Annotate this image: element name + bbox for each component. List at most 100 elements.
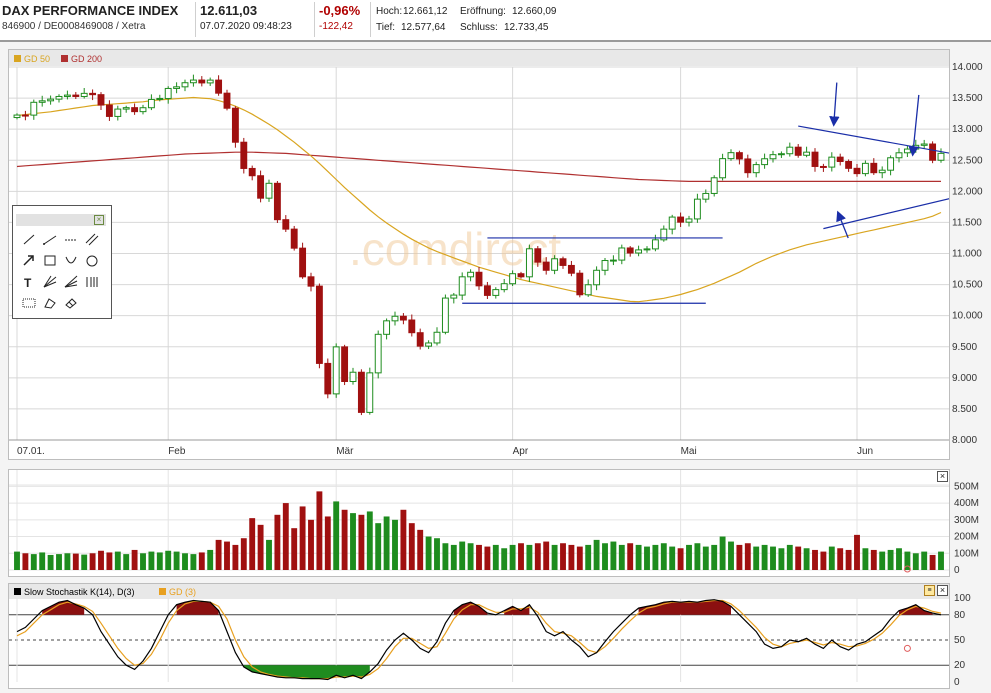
candle (383, 320, 391, 335)
low-label: Tief: (376, 22, 396, 33)
eraser-tool-icon[interactable] (63, 295, 79, 310)
circle-tool-icon[interactable] (84, 253, 100, 268)
candle (761, 158, 769, 166)
volume-bar (375, 523, 382, 570)
volume-bar (879, 551, 886, 570)
candle (609, 259, 617, 262)
price-y-tick-label: 12.500 (952, 155, 983, 166)
volume-y-tick-label: 200M (954, 532, 979, 543)
volume-y-tick-label: 300M (954, 515, 979, 526)
volume-bar (652, 544, 659, 570)
volume-bar (324, 516, 331, 570)
volume-bar (56, 554, 62, 570)
candle (668, 216, 676, 230)
volume-bar (686, 544, 692, 570)
price-x-tick-label: 07.01. (17, 446, 45, 457)
fibonacci-tool-icon[interactable] (84, 274, 100, 289)
candle (181, 82, 189, 88)
volume-bar (291, 528, 298, 570)
volume-bar (341, 509, 348, 570)
price-y-tick-label: 9.000 (952, 373, 977, 384)
volume-bar (173, 551, 180, 570)
price-x-tick-label: Apr (513, 446, 529, 457)
price-chart[interactable]: GD 50 GD 200 .comdirect 07.01. Feb Mär Apr M… (9, 50, 991, 459)
volume-bar (89, 553, 96, 570)
stochastic-panel[interactable]: Slow Stochastik K(14), D(3) GD (3) (8, 583, 950, 689)
arc-tool-icon[interactable] (63, 253, 79, 268)
candle (559, 258, 567, 266)
volume-bar (929, 554, 936, 570)
volume-bar (81, 554, 88, 570)
candle (937, 152, 945, 161)
candle (811, 151, 819, 167)
candle (769, 154, 777, 160)
candle (282, 219, 290, 230)
volume-bar (568, 544, 575, 570)
volume-y-tick-label: 100M (954, 548, 979, 559)
volume-bar (215, 539, 222, 570)
toolbox-close-button[interactable]: × (94, 215, 104, 225)
candle (231, 107, 239, 143)
volume-chart[interactable] (9, 470, 949, 576)
volume-bar (400, 509, 407, 570)
trendline-tool-icon[interactable] (42, 232, 58, 247)
candle (357, 371, 365, 413)
candle (315, 285, 323, 364)
rectangle-tool-icon[interactable] (42, 253, 58, 268)
candle (500, 283, 508, 291)
stoch-d-line (16, 599, 942, 680)
candle (887, 157, 895, 171)
volume-panel[interactable] (8, 469, 950, 577)
stochastic-close-button[interactable]: × (937, 585, 948, 596)
toolbox-titlebar[interactable] (16, 214, 106, 226)
stochastic-settings-button[interactable]: ≡ (924, 585, 935, 596)
price-panel[interactable]: GD 50 GD 200 .comdirect 07.01. Feb Mär Apr M… (8, 49, 991, 460)
volume-bar (383, 516, 390, 570)
candle (483, 285, 491, 296)
volume-bar (585, 544, 592, 570)
candle (139, 107, 147, 113)
candle (727, 152, 735, 160)
volume-bar (14, 551, 20, 570)
candle (147, 98, 155, 109)
speed-lines-tool-icon[interactable] (63, 274, 79, 289)
volume-y-axis: 500M 400M 300M 200M 100M 0 (954, 481, 979, 575)
fan-tool-icon[interactable] (42, 274, 58, 289)
candle (341, 346, 349, 383)
price-y-tick-label: 14.000 (952, 62, 983, 73)
text-tool-icon[interactable]: T (21, 274, 37, 289)
price-y-tick-label: 10.500 (952, 280, 983, 291)
high-label: Hoch: (376, 6, 403, 17)
brush-tool-icon[interactable] (42, 295, 58, 310)
volume-bar (753, 546, 760, 570)
drawing-toolbox[interactable]: × T (12, 205, 112, 319)
price-y-tick-label: 13.500 (952, 93, 983, 104)
stoch-overbought-fill (176, 600, 219, 615)
price-x-tick-label: Jun (857, 446, 873, 457)
candle (685, 218, 693, 223)
volume-bar (744, 543, 751, 570)
volume-bar (694, 543, 701, 570)
stoch-k-legend-label: Slow Stochastik K(14), D(3) (24, 587, 135, 597)
channel-tool-icon[interactable] (84, 232, 100, 247)
volume-bar (778, 548, 785, 570)
arrow-tool-icon[interactable] (21, 253, 37, 268)
stoch-y-tick-label: 100 (954, 593, 971, 604)
candle (240, 141, 248, 169)
price-y-tick-label: 11.500 (952, 217, 982, 228)
candle (853, 167, 861, 175)
volume-bar (366, 511, 373, 570)
line-tool-icon[interactable] (21, 232, 37, 247)
stochastic-chart[interactable]: Slow Stochastik K(14), D(3) GD (3) (9, 584, 949, 688)
volume-close-button[interactable]: × (937, 471, 948, 482)
candle (408, 319, 416, 334)
open-value: 12.660,09 (512, 6, 557, 17)
candle (517, 273, 525, 278)
horizontal-line-tool-icon[interactable] (63, 232, 79, 247)
price-x-tick-label: Feb (168, 446, 186, 457)
volume-bar (635, 544, 642, 570)
candle (223, 92, 231, 109)
candle (450, 294, 458, 299)
grid-tool-icon[interactable] (21, 295, 37, 310)
stoch-marker (903, 644, 911, 652)
